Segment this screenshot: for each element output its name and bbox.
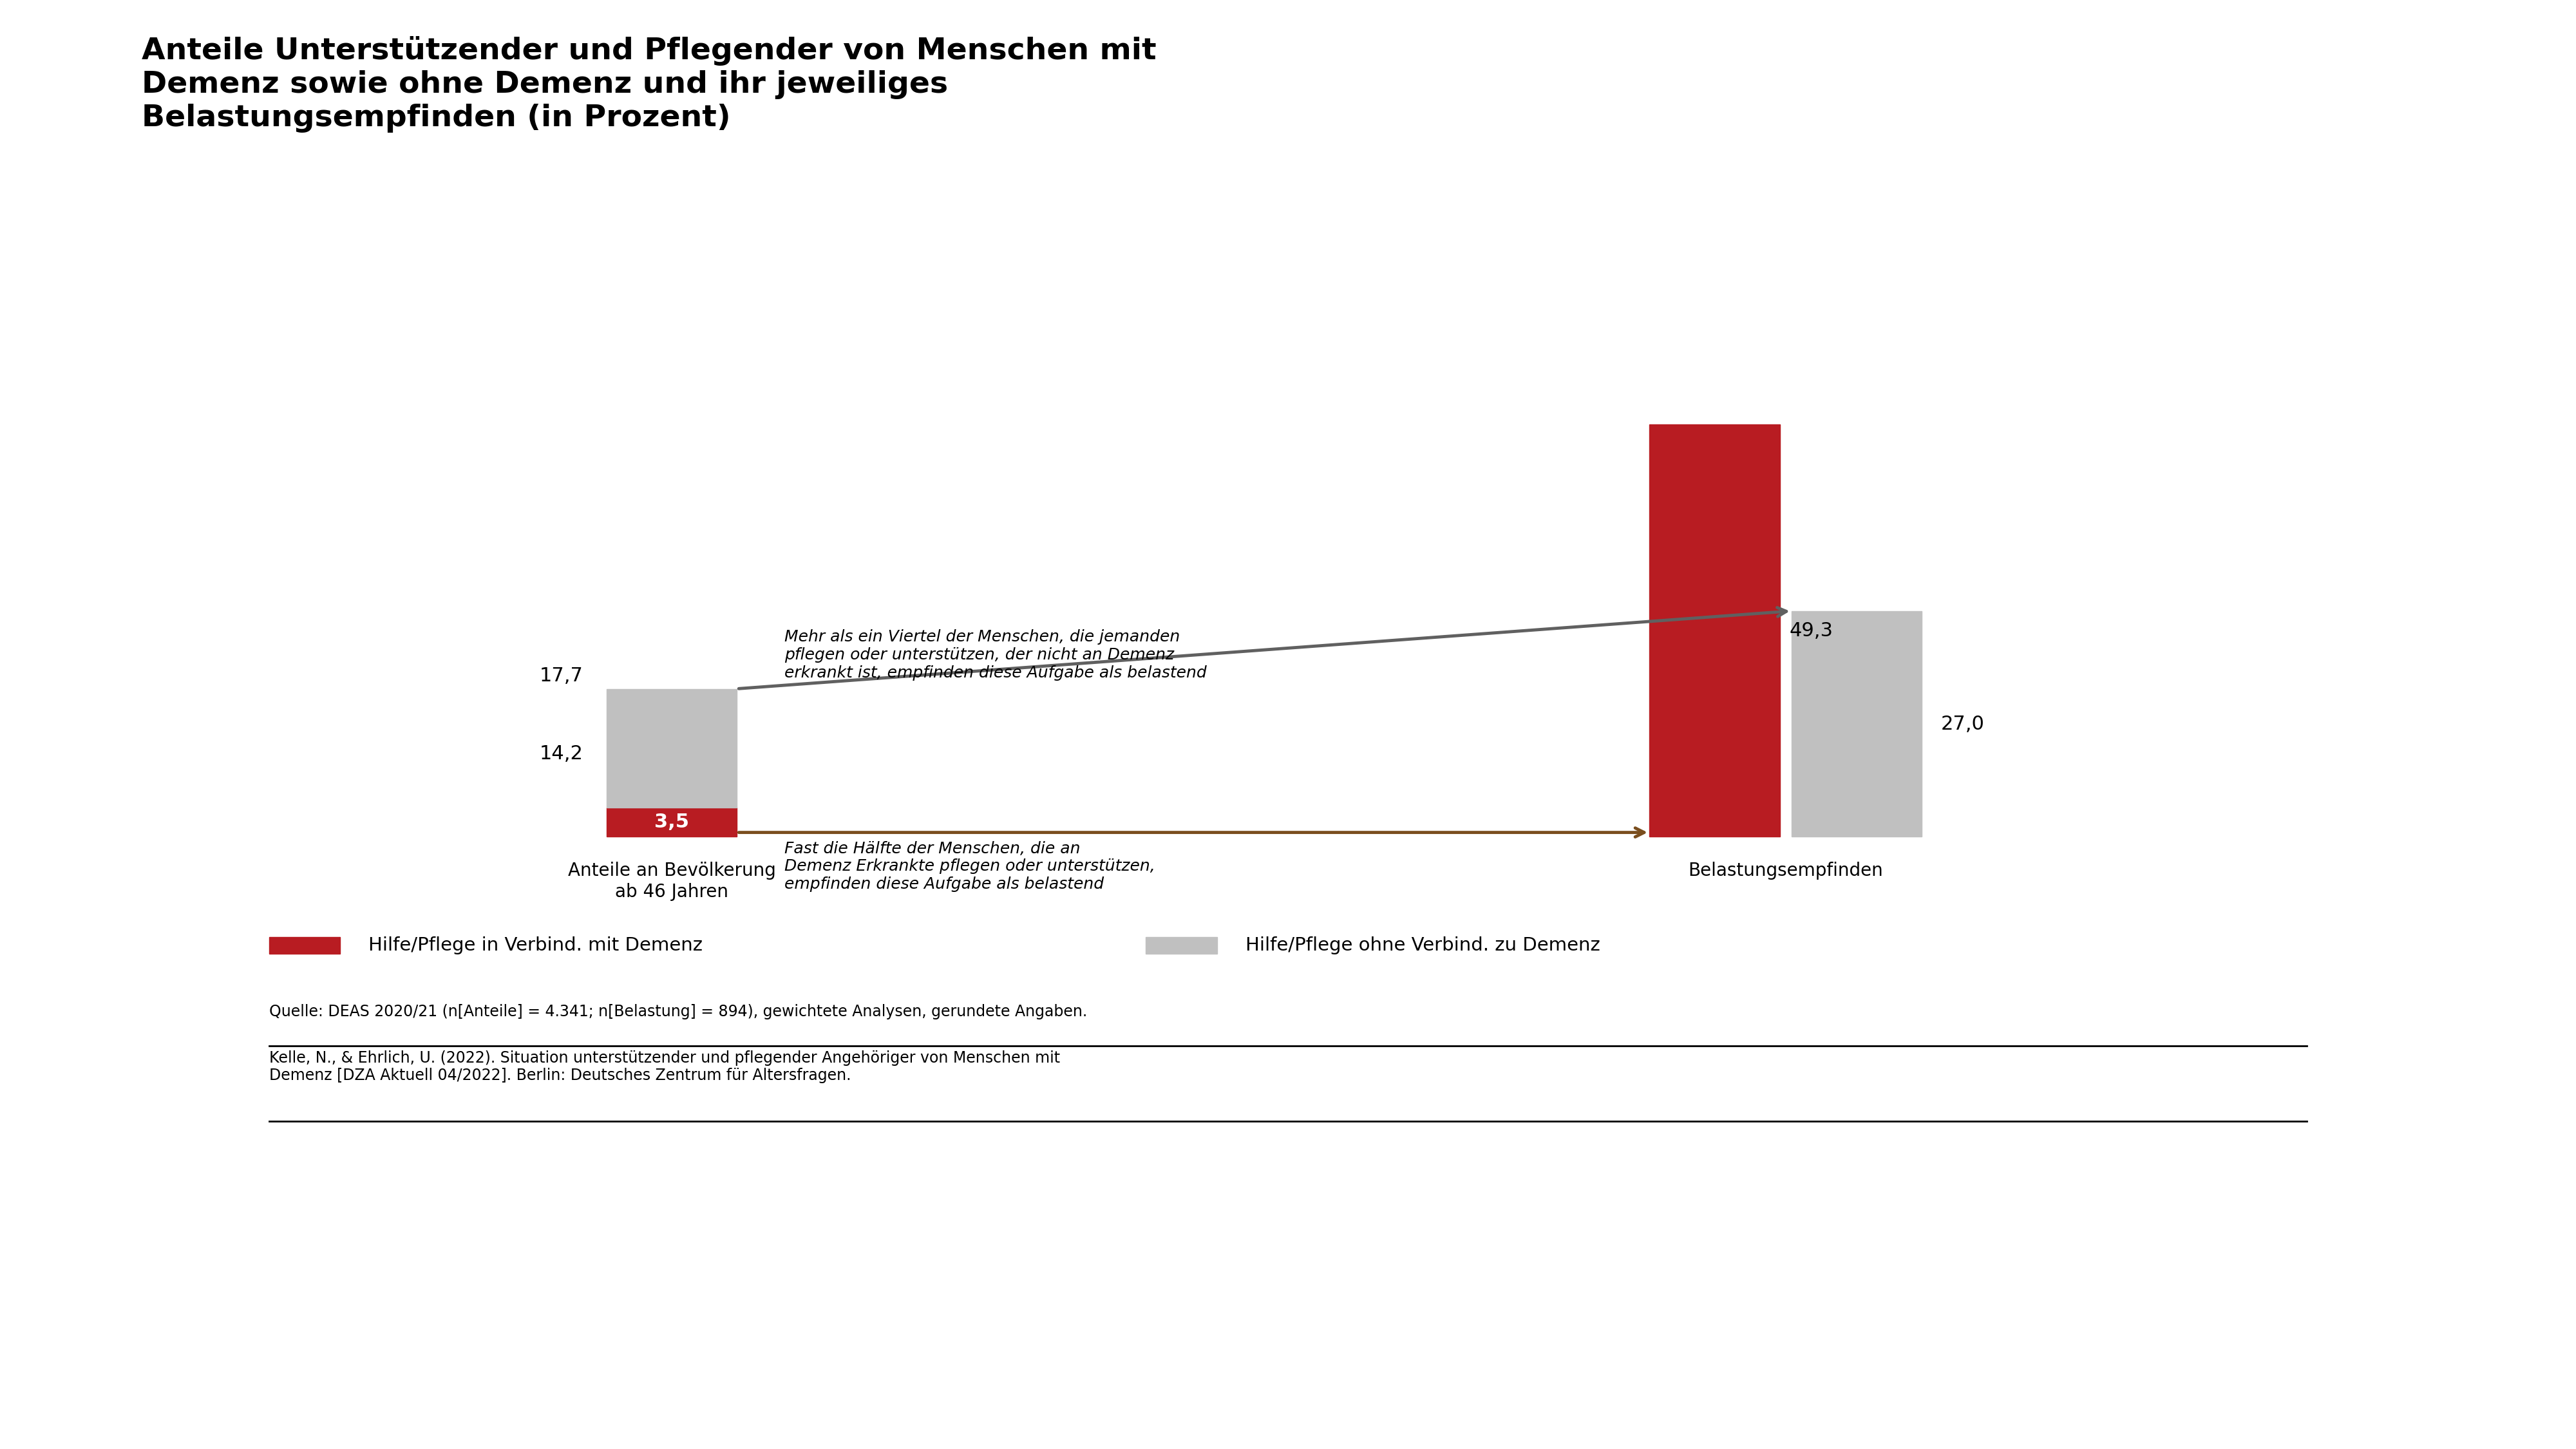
Text: Kelle, N., & Ehrlich, U. (2022). Situation unterstützender und pflegender Angehö: Kelle, N., & Ehrlich, U. (2022). Situati…	[268, 1051, 1059, 1084]
Bar	[268, 938, 340, 953]
Text: Anteile Unterstützender und Pflegender von Menschen mit
Demenz sowie ohne Demenz: Anteile Unterstützender und Pflegender v…	[142, 36, 1157, 133]
Bar	[1793, 611, 1922, 838]
Bar	[1146, 938, 1216, 953]
Text: 49,3: 49,3	[1790, 622, 1834, 640]
Text: Quelle: DEAS 2020/21 (n[Anteile] = 4.341; n[Belastung] = 894), gewichtete Analys: Quelle: DEAS 2020/21 (n[Anteile] = 4.341…	[268, 1004, 1087, 1020]
Text: 14,2: 14,2	[538, 745, 582, 764]
Text: Hilfe/Pflege ohne Verbind. zu Demenz: Hilfe/Pflege ohne Verbind. zu Demenz	[1244, 936, 1600, 955]
Text: 27,0: 27,0	[1940, 714, 1984, 733]
Text: 3,5: 3,5	[654, 813, 690, 832]
Text: Anteile an Bevölkerung
ab 46 Jahren: Anteile an Bevölkerung ab 46 Jahren	[567, 862, 775, 901]
Text: Belastungsempfinden: Belastungsempfinden	[1687, 862, 1883, 880]
Bar	[608, 807, 737, 838]
Text: 17,7: 17,7	[538, 667, 582, 685]
Text: Hilfe/Pflege in Verbind. mit Demenz: Hilfe/Pflege in Verbind. mit Demenz	[368, 936, 703, 955]
Text: Mehr als ein Viertel der Menschen, die jemanden
pflegen oder unterstützen, der n: Mehr als ein Viertel der Menschen, die j…	[786, 629, 1206, 681]
Bar	[1649, 425, 1780, 838]
Text: Fast die Hälfte der Menschen, die an
Demenz Erkrankte pflegen oder unterstützen,: Fast die Hälfte der Menschen, die an Dem…	[786, 840, 1154, 893]
Bar	[608, 688, 737, 807]
